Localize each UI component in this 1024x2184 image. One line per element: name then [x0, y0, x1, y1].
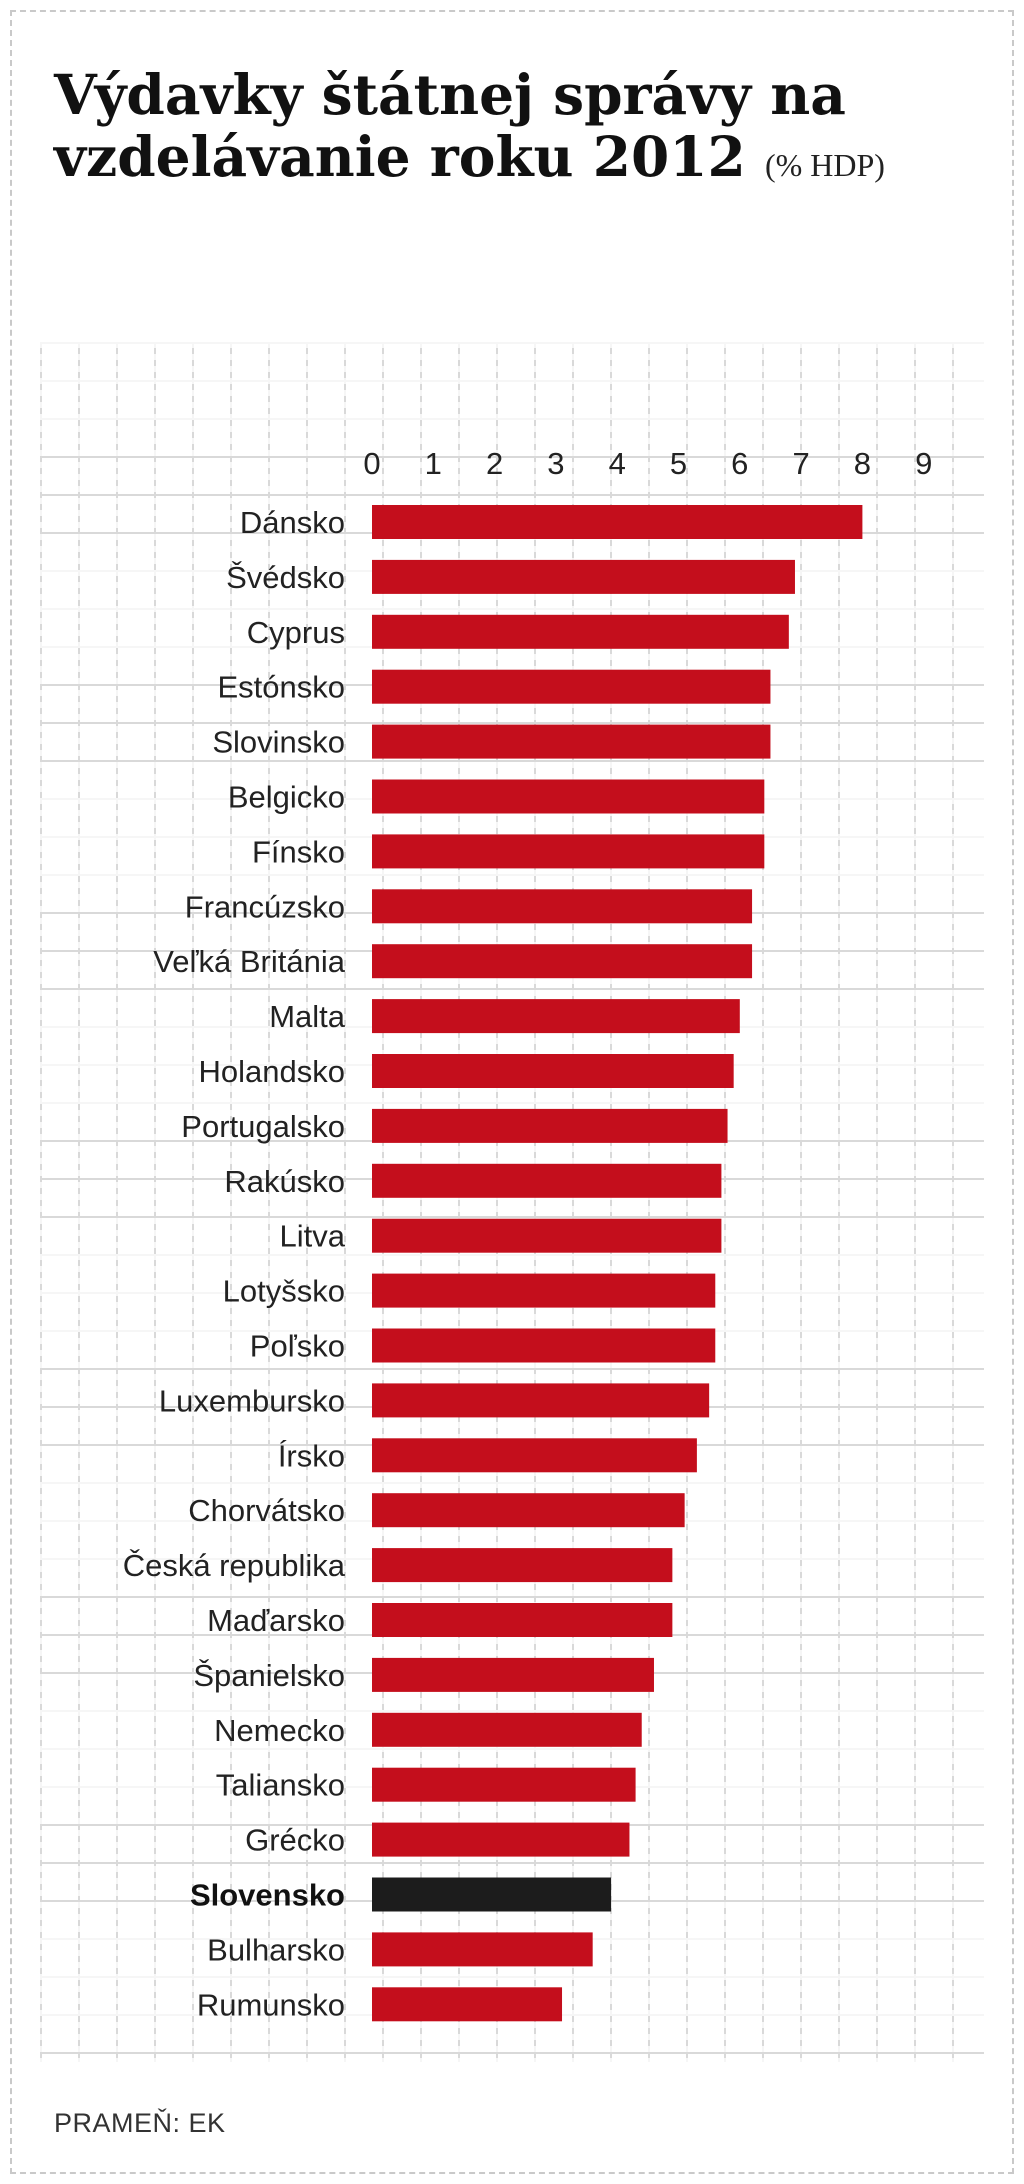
bar: [372, 1438, 697, 1473]
bar: [372, 1383, 710, 1418]
chart-frame: [10, 10, 1014, 2174]
x-tick-label: 8: [854, 446, 871, 481]
x-tick-label: 4: [609, 446, 626, 481]
bar: [372, 944, 753, 979]
category-label: Nemecko: [214, 1713, 345, 1748]
bar: [372, 1987, 563, 2022]
category-label: Lotyšsko: [223, 1274, 345, 1309]
bar: [372, 669, 771, 704]
bar: [372, 889, 753, 924]
x-axis-ticks: 0 1 2 3 4 5 6 7 8 9: [363, 446, 932, 481]
source-note: PRAMEŇ: EK: [54, 2108, 226, 2138]
category-label: Írsko: [278, 1438, 345, 1473]
category-label: Španielsko: [193, 1658, 345, 1693]
x-tick-label: 7: [792, 446, 809, 481]
category-label: Rakúsko: [224, 1164, 345, 1199]
chart-title-unit: (% HDP): [764, 147, 885, 184]
category-label: Bulharsko: [207, 1932, 345, 1967]
category-label: Holandsko: [199, 1054, 345, 1089]
x-tick-label: 9: [915, 446, 932, 481]
x-tick-label: 0: [363, 446, 380, 481]
bar: [372, 1767, 636, 1802]
x-tick-label: 6: [731, 446, 748, 481]
bar: [372, 1273, 716, 1308]
category-label: Taliansko: [216, 1768, 345, 1803]
category-label: Veľká Británia: [153, 944, 345, 979]
bar: [372, 1657, 654, 1692]
bar: [372, 1328, 716, 1363]
bar: [372, 834, 765, 869]
bar: [372, 1548, 673, 1583]
bar: [372, 1603, 673, 1637]
bar: [372, 1493, 685, 1528]
chart-title-main: Výdavky štátnej správy na vzdelávanie ro…: [54, 62, 846, 190]
bar: [372, 1108, 728, 1143]
chart-title: Výdavky štátnej správy na vzdelávanie ro…: [54, 62, 934, 190]
category-label: Malta: [269, 999, 346, 1034]
category-label: Slovinsko: [212, 725, 345, 760]
x-tick-label: 5: [670, 446, 687, 481]
category-label: Luxembursko: [159, 1383, 345, 1418]
bar: [372, 999, 740, 1034]
bar: [372, 1822, 630, 1857]
category-label: Švédsko: [226, 560, 345, 595]
category-label: Chorvátsko: [188, 1493, 345, 1528]
category-label: Dánsko: [240, 505, 345, 540]
category-label: Grécko: [245, 1823, 345, 1858]
category-label: Maďarsko: [207, 1603, 345, 1638]
bar: [372, 505, 863, 539]
category-label: Litva: [280, 1219, 346, 1254]
x-tick-label: 3: [547, 446, 564, 481]
bar-highlighted: [372, 1877, 612, 1912]
x-tick-label: 2: [486, 446, 503, 481]
category-labels: Dánsko Švédsko Cyprus Estónsko Slovinsko Belg…: [123, 505, 346, 2022]
x-tick-label: 1: [425, 446, 442, 481]
category-label: Belgicko: [228, 780, 345, 815]
bar: [372, 559, 795, 594]
category-label: Portugalsko: [181, 1109, 345, 1144]
category-label: Cyprus: [247, 615, 345, 650]
bar: [372, 724, 771, 759]
category-label: Francúzsko: [185, 889, 345, 924]
category-label: Rumunsko: [197, 1987, 345, 2022]
bar: [372, 1054, 734, 1088]
category-label: Poľsko: [250, 1329, 345, 1364]
bar: [372, 779, 765, 814]
category-label: Česká republika: [123, 1548, 346, 1583]
bar: [372, 1218, 722, 1253]
category-label: Slovensko: [190, 1878, 345, 1913]
bar: [372, 1712, 642, 1747]
bar: [372, 1932, 593, 1967]
bar: [372, 1163, 722, 1198]
bars: [372, 505, 863, 2022]
bar: [372, 614, 789, 649]
category-label: Fínsko: [252, 834, 345, 869]
category-label: Estónsko: [217, 670, 345, 705]
